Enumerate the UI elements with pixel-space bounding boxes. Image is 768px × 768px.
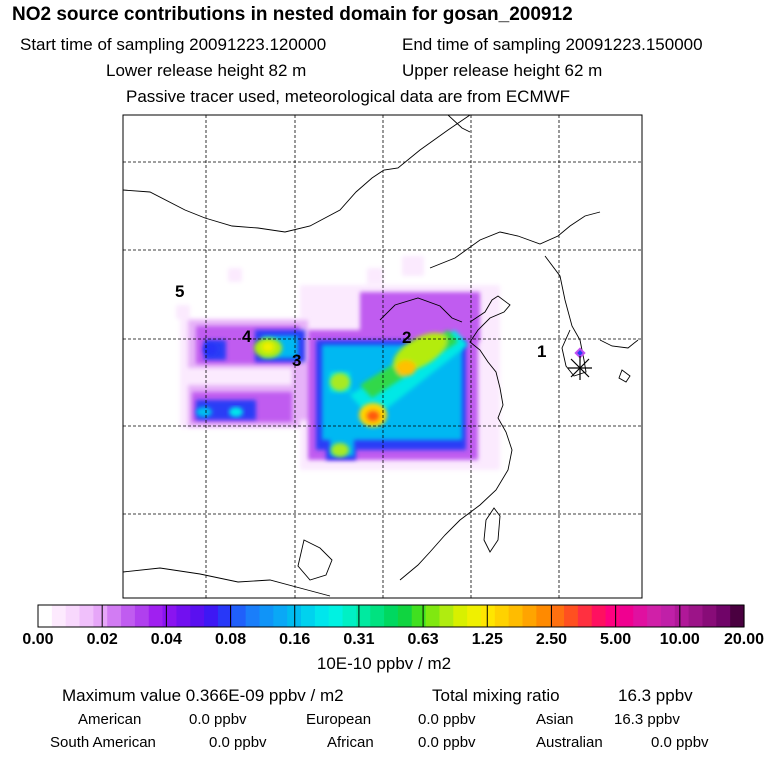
region-asian-name: Asian: [536, 711, 574, 728]
total-mixing-ratio-label: Total mixing ratio: [432, 686, 560, 705]
total-mixing-ratio-value: 16.3 ppbv: [618, 686, 693, 705]
colorbar-swatch: [356, 605, 371, 627]
region-european-name: European: [306, 711, 372, 728]
region-american-name: American: [78, 711, 142, 728]
colorbar-swatch: [716, 605, 731, 627]
colorbar-swatch: [633, 605, 648, 627]
colorbar-swatch: [176, 605, 191, 627]
graticule: [123, 115, 642, 598]
colorbar-swatch: [702, 605, 717, 627]
upper-release-height-label: Upper release height 62 m: [402, 61, 603, 80]
colorbar-swatch: [231, 605, 247, 627]
receptor-marker: [568, 347, 592, 380]
colorbar-swatch: [425, 605, 441, 627]
region-south-american-value: 0.0 ppbv: [209, 734, 267, 751]
colorbar-tick-label: 1.25: [471, 631, 503, 648]
colorbar-units: 10E-10 ppbv / m2: [316, 654, 452, 673]
maximum-value-label: Maximum value 0.366E-09 ppbv / m2: [62, 686, 344, 705]
colorbar-frame: [37, 604, 745, 628]
colorbar-swatch: [273, 605, 288, 627]
region-african-name: African: [327, 734, 374, 751]
colorbar-swatch: [217, 605, 233, 627]
colorbar-swatch: [674, 605, 690, 627]
colorbar-swatch: [467, 605, 482, 627]
colorbar-swatch: [647, 605, 662, 627]
colorbar-swatch: [577, 605, 593, 627]
lower-release-height-label: Lower release height 82 m: [106, 61, 307, 80]
source-label-1: 1: [537, 342, 546, 361]
colorbar-swatch: [245, 605, 261, 627]
colorbar-swatch: [162, 605, 178, 627]
colorbar: [37, 604, 745, 628]
region-australian-value: 0.0 ppbv: [651, 734, 709, 751]
colorbar-swatch: [660, 605, 676, 627]
region-asian-value: 16.3 ppbv: [614, 711, 680, 728]
colorbar-swatch: [439, 605, 454, 627]
start-time-label: Start time of sampling 20091223.120000: [20, 35, 327, 54]
colorbar-swatch: [65, 605, 81, 627]
colorbar-swatch: [301, 605, 316, 627]
colorbar-swatch: [38, 605, 53, 627]
colorbar-swatch: [259, 605, 274, 627]
colorbar-swatch: [314, 605, 330, 627]
colorbar-swatch: [494, 605, 510, 627]
chart-title: NO2 source contributions in nested domai…: [12, 4, 573, 25]
colorbar-swatch: [107, 605, 122, 627]
colorbar-swatch: [79, 605, 94, 627]
colorbar-swatch: [93, 605, 108, 627]
colorbar-swatch: [328, 605, 344, 627]
region-south-american-name: South American: [50, 734, 156, 751]
colorbar-tick-label: 0.31: [343, 631, 375, 648]
plume-layer: [176, 256, 500, 470]
end-time-label: End time of sampling 20091223.150000: [402, 35, 703, 54]
colorbar-tick-label: 0.02: [86, 631, 118, 648]
colorbar-swatch: [591, 605, 607, 627]
colorbar-tick-label: 20.00: [723, 631, 765, 648]
colorbar-swatch: [522, 605, 537, 627]
colorbar-tick-label: 10.00: [659, 631, 700, 648]
colorbar-swatch: [564, 605, 579, 627]
colorbar-swatch: [397, 605, 413, 627]
colorbar-swatch: [411, 605, 427, 627]
region-european-value: 0.0 ppbv: [418, 711, 476, 728]
region-african-value: 0.0 ppbv: [418, 734, 476, 751]
colorbar-swatch: [730, 605, 745, 627]
colorbar-tick-label: 0.16: [279, 631, 311, 648]
region-american-value: 0.0 ppbv: [189, 711, 247, 728]
colorbar-tick-label: 2.50: [535, 631, 568, 648]
colorbar-tick-label: 0.63: [407, 631, 439, 648]
coastlines: [123, 115, 639, 597]
source-label-3: 3: [292, 351, 301, 370]
colorbar-swatch: [605, 605, 621, 627]
colorbar-swatch: [688, 605, 704, 627]
colorbar-swatch: [51, 605, 67, 627]
region-australian-name: Australian: [536, 734, 603, 751]
colorbar-swatch: [148, 605, 164, 627]
tracer-note: Passive tracer used, meteorological data…: [126, 87, 571, 106]
colorbar-swatch: [204, 605, 219, 627]
colorbar-swatch: [134, 605, 150, 627]
colorbar-swatch: [453, 605, 468, 627]
colorbar-swatch: [190, 605, 205, 627]
colorbar-swatch: [536, 605, 551, 627]
source-label-4: 4: [242, 327, 252, 346]
colorbar-tick-label: 0.08: [214, 631, 247, 648]
colorbar-swatch: [480, 605, 496, 627]
colorbar-tick-label: 0.04: [150, 631, 182, 648]
colorbar-swatch: [384, 605, 399, 627]
colorbar-swatch: [121, 605, 136, 627]
colorbar-swatch: [550, 605, 565, 627]
colorbar-swatch: [342, 605, 357, 627]
colorbar-swatch: [370, 605, 385, 627]
source-label-5: 5: [175, 282, 184, 301]
colorbar-swatch: [619, 605, 634, 627]
colorbar-tick-label: 0.00: [22, 631, 54, 648]
source-label-2: 2: [402, 328, 411, 347]
colorbar-tick-label: 5.00: [600, 631, 632, 648]
colorbar-swatch: [508, 605, 524, 627]
